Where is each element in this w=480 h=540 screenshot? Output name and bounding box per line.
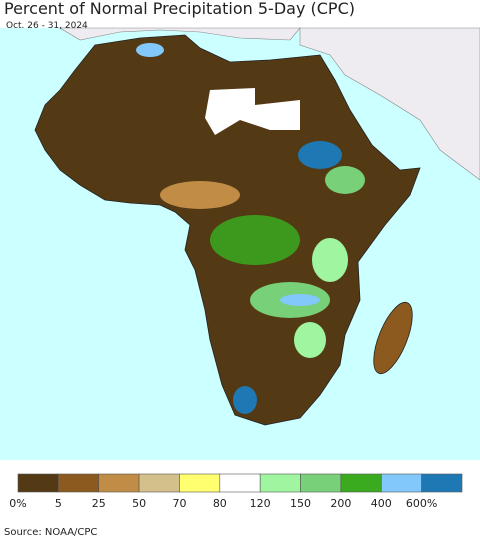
legend-label: 150	[290, 497, 311, 510]
legend-label: 70	[172, 497, 186, 510]
legend-swatch	[380, 473, 422, 493]
legend-panel	[0, 460, 480, 540]
ethiopia-green-area	[325, 166, 365, 194]
legend-label: 600%	[406, 497, 437, 510]
zambia-wet-area	[280, 294, 320, 306]
legend-label: 0%	[9, 497, 26, 510]
madagascar	[373, 301, 413, 375]
source: Source: NOAA/CPC	[4, 527, 97, 538]
legend-swatch	[300, 473, 342, 493]
congo-green-area	[210, 215, 300, 265]
legend-label: 25	[92, 497, 106, 510]
legend-swatch	[98, 473, 140, 493]
legend-swatch	[58, 473, 100, 493]
legend-label: 80	[213, 497, 227, 510]
middle-east	[299, 27, 480, 181]
legend-label: 400	[371, 497, 392, 510]
subtitle: Oct. 26 - 31, 2024	[6, 21, 88, 31]
legend-label: 200	[330, 497, 351, 510]
sudan-wet-area	[298, 141, 342, 169]
title: Percent of Normal Precipitation 5-Day (C…	[4, 0, 355, 18]
algeria-wet-area	[136, 43, 164, 57]
legend: 0% 5 25 50 70 80 120 150 200 400 600%	[9, 473, 463, 510]
libya-normal-area	[205, 88, 300, 135]
tanzania-green-area	[312, 238, 348, 282]
legend-swatch	[340, 473, 382, 493]
legend-swatch	[17, 473, 59, 493]
legend-swatch	[179, 473, 221, 493]
europe	[58, 27, 301, 41]
legend-label: 50	[132, 497, 146, 510]
legend-label: 120	[250, 497, 271, 510]
south-africa-wet-area	[233, 386, 257, 414]
legend-swatch	[219, 473, 261, 493]
nigeria-tan-area	[160, 181, 240, 209]
mozambique-green-area	[294, 322, 326, 358]
legend-label: 5	[55, 497, 62, 510]
legend-swatch	[138, 473, 180, 493]
legend-swatch	[259, 473, 301, 493]
legend-swatch	[421, 473, 463, 493]
